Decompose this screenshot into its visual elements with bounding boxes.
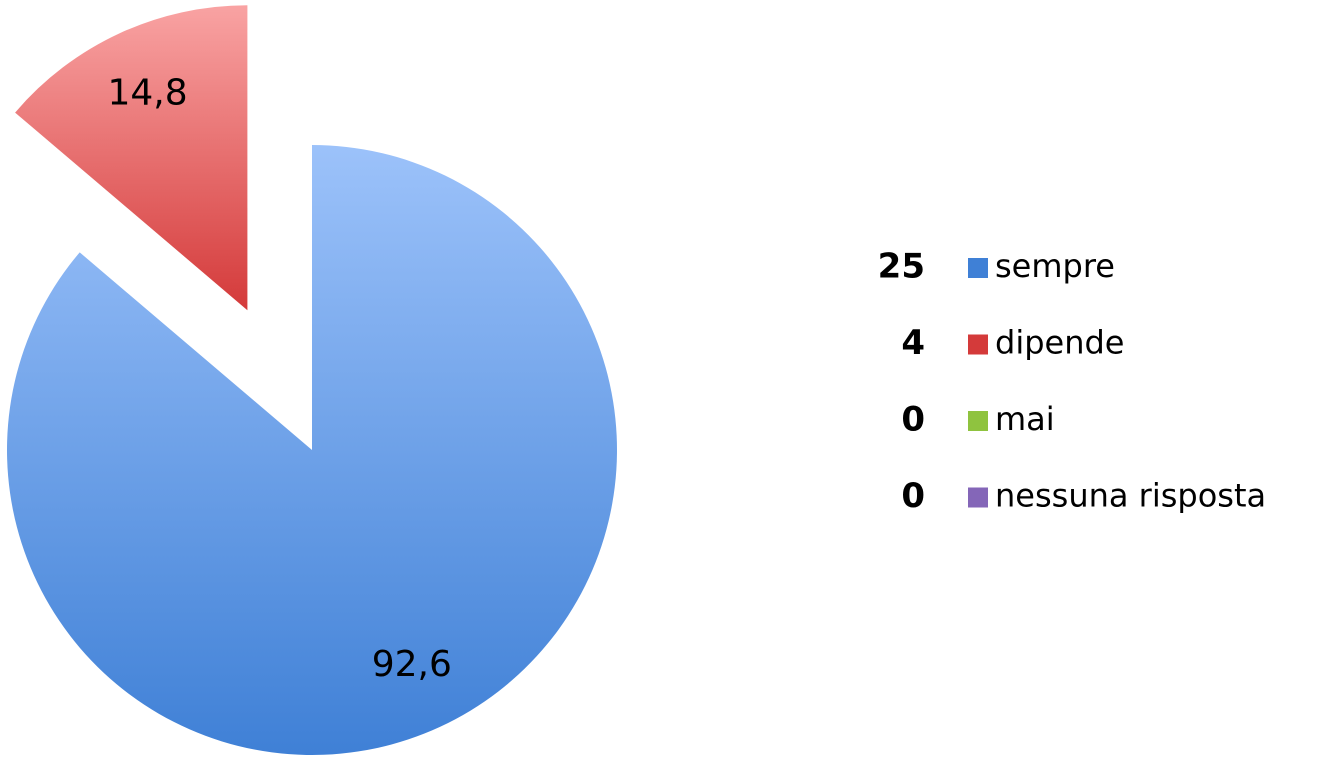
data-label: 14,8 xyxy=(108,72,188,113)
legend-label: sempre xyxy=(995,247,1115,285)
legend-label: nessuna risposta xyxy=(995,477,1266,515)
legend-swatch xyxy=(968,487,988,508)
legend-label: mai xyxy=(995,400,1055,438)
legend-label: dipende xyxy=(995,324,1124,362)
data-label: 92,6 xyxy=(372,644,452,685)
pie-slice xyxy=(6,145,617,755)
legend-count: 0 xyxy=(901,400,925,440)
legend-count: 4 xyxy=(901,323,925,363)
legend-count: 25 xyxy=(878,247,925,287)
legend-count: 0 xyxy=(901,476,925,516)
legend-swatch xyxy=(968,411,988,431)
legend-swatch xyxy=(968,258,988,278)
pie-slice xyxy=(15,5,248,311)
legend-swatch xyxy=(968,334,988,355)
